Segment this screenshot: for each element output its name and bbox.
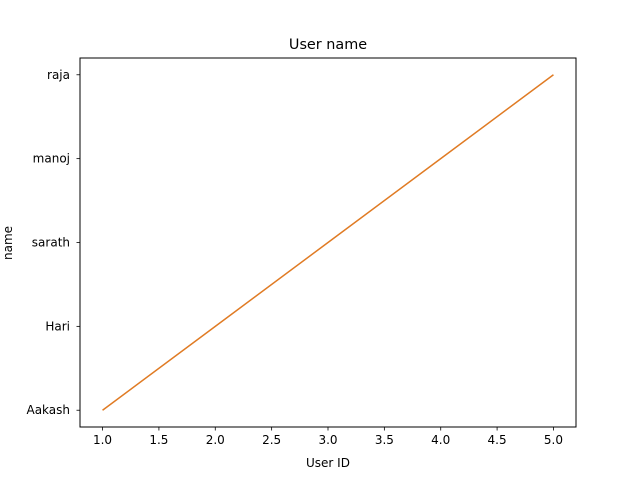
y-tick-label: sarath: [32, 236, 70, 250]
x-tick-label: 1.0: [93, 433, 112, 447]
y-tick-label: Hari: [45, 319, 70, 333]
y-tick-label: manoj: [33, 152, 70, 166]
x-tick-label: 2.5: [262, 433, 281, 447]
x-tick-label: 1.5: [149, 433, 168, 447]
plot-area: [102, 74, 554, 411]
x-axis-label: User ID: [306, 456, 350, 470]
series-line: [102, 74, 554, 411]
x-tick-label: 4.5: [488, 433, 507, 447]
x-tick-label: 2.0: [206, 433, 225, 447]
chart-title: User name: [289, 37, 367, 53]
y-axis-label: name: [1, 226, 15, 260]
x-axis-ticks: 1.0 1.5 2.0 2.5 3.0 3.5 4.0 4.5 5.0: [93, 427, 563, 447]
y-tick-label: Aakash: [26, 403, 70, 417]
y-axis-ticks: Aakash Hari sarath manoj raja: [26, 68, 80, 417]
y-tick-label: raja: [47, 68, 70, 82]
x-tick-label: 3.0: [318, 433, 337, 447]
x-tick-label: 3.5: [375, 433, 394, 447]
x-tick-label: 4.0: [431, 433, 450, 447]
x-tick-label: 5.0: [544, 433, 563, 447]
